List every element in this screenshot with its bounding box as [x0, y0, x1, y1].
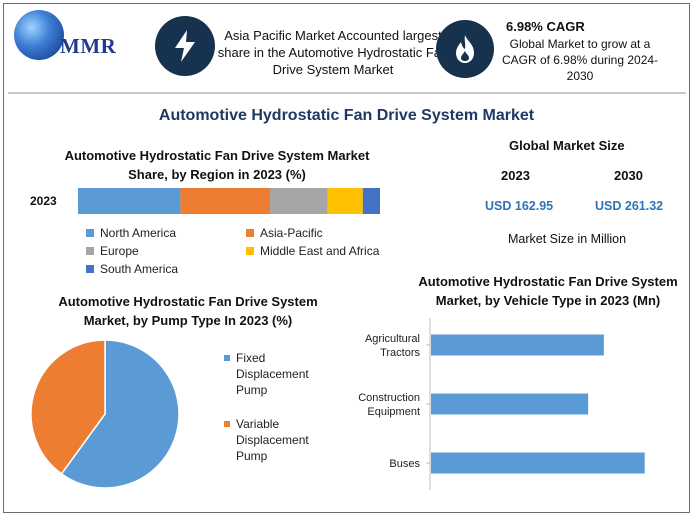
pump-legend-item: Fixed Displacement Pump [224, 350, 322, 398]
legend-label: Asia-Pacific [260, 226, 323, 240]
region-bar-segment [327, 188, 363, 214]
vehicle-bar [431, 393, 589, 415]
vehicle-category-label: Agricultural [365, 333, 420, 345]
vehicle-category-label: Tractors [380, 347, 420, 359]
legend-label: South America [100, 262, 179, 276]
region-legend-item: Middle East and Africa [246, 244, 379, 258]
vehicle-category-label: Construction [358, 392, 420, 404]
legend-label: Middle East and Africa [260, 244, 380, 258]
legend-label: Variable Displacement Pump [236, 417, 309, 463]
region-legend-item: South America [86, 262, 178, 276]
legend-swatch [246, 229, 254, 237]
pump-pie-chart [30, 339, 180, 489]
pie-slice [60, 339, 180, 489]
cagr-title: 6.98% CAGR [506, 19, 585, 34]
legend-swatch [86, 265, 94, 273]
region-category-label: 2023 [30, 194, 57, 208]
region-chart-title: Automotive Hydrostatic Fan Drive System … [64, 148, 370, 182]
legend-label: Europe [100, 244, 139, 258]
pump-legend-item: Variable Displacement Pump [224, 416, 322, 464]
market-size-year-2030: 2030 [614, 168, 643, 183]
vehicle-category-label: Buses [389, 458, 420, 470]
legend-swatch [86, 247, 94, 255]
region-bar-segment [270, 188, 328, 214]
pump-chart-title: Automotive Hydrostatic Fan Drive System … [58, 294, 318, 328]
lightning-icon [155, 16, 215, 76]
region-chart: 2023 [30, 188, 380, 214]
region-bar-segment [362, 188, 380, 214]
market-size-footnote: Market Size in Million [508, 232, 627, 246]
market-size-value-2030: USD 261.32 [595, 199, 664, 213]
cagr-text: Global Market to grow at a CAGR of 6.98%… [501, 37, 659, 83]
page-title: Automotive Hydrostatic Fan Drive System … [158, 107, 535, 124]
logo-text: MMR [60, 34, 117, 58]
globe-logo-icon [14, 10, 64, 60]
region-bar-segment [180, 188, 270, 214]
legend-swatch [246, 247, 254, 255]
legend-label: Fixed Displacement Pump [236, 351, 309, 397]
region-bar-segment [78, 188, 181, 214]
vehicle-chart-title: Automotive Hydrostatic Fan Drive System … [418, 274, 678, 308]
pie-slice [30, 339, 106, 475]
header-divider [8, 92, 686, 94]
legend-swatch [224, 421, 230, 427]
vehicle-bar [431, 334, 604, 356]
vehicle-category-label: Equipment [367, 406, 420, 418]
flame-icon [436, 20, 494, 78]
header-region-text: Asia Pacific Market Accounted largest sh… [217, 28, 449, 77]
legend-swatch [86, 229, 94, 237]
market-size-value-2023: USD 162.95 [485, 199, 554, 213]
page-frame [3, 3, 690, 513]
region-legend-item: North America [86, 226, 176, 240]
legend-label: North America [100, 226, 177, 240]
market-size-heading: Global Market Size [509, 138, 625, 153]
region-legend-item: Asia-Pacific [246, 226, 323, 240]
vehicle-chart: Agricultural Tractors Construction Equipmen… [358, 318, 645, 490]
region-legend-item: Europe [86, 244, 139, 258]
market-size-year-2023: 2023 [501, 168, 530, 183]
vehicle-bar [431, 452, 645, 474]
legend-swatch [224, 355, 230, 361]
